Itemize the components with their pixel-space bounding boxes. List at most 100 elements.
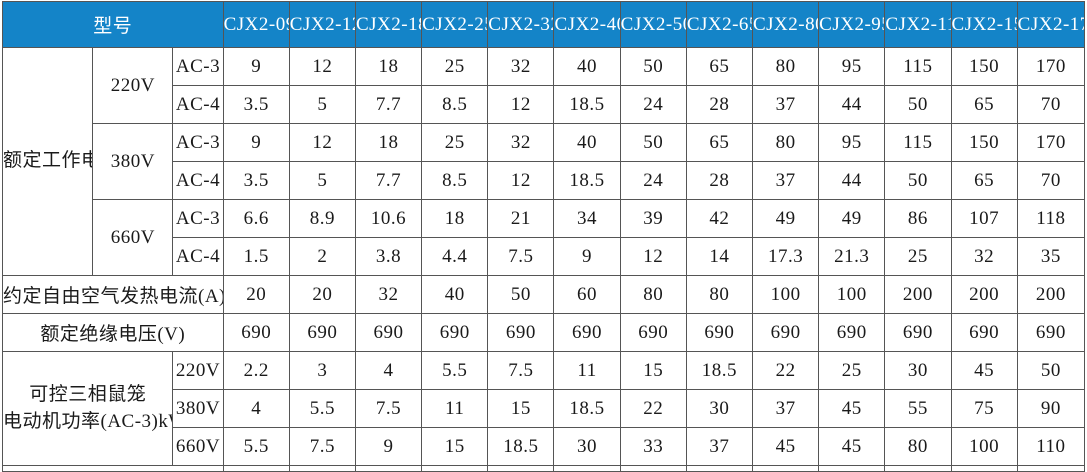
cell: 95 [818, 123, 886, 162]
cell: 7.5 [487, 351, 555, 390]
voltage-label-380v-current: 380V [92, 123, 174, 200]
cell: 150 [950, 123, 1018, 162]
cell: 12 [619, 237, 687, 276]
cell: 2 [288, 237, 356, 276]
cell: 7.5 [354, 389, 423, 428]
clipped-cell [950, 465, 1018, 472]
cell: 690 [288, 313, 356, 352]
cell: 110 [1016, 427, 1086, 466]
clipped-cell [818, 465, 886, 472]
header-model-11: CJX2-150 [950, 1, 1018, 48]
header-model-7: CJX2-65(Z) [685, 1, 753, 48]
motor-power-label-line1: 可控三相鼠笼 [29, 383, 147, 405]
cell: 150 [950, 47, 1018, 86]
voltage-label-220v-power: 220V [172, 351, 224, 390]
cell: 40 [421, 275, 489, 314]
cell: 170 [1016, 47, 1086, 86]
cell: 50 [487, 275, 555, 314]
cell: 49 [818, 199, 886, 238]
cell: 49 [751, 199, 820, 238]
cell: 107 [950, 199, 1018, 238]
cell: 37 [685, 427, 753, 466]
cell: 80 [884, 427, 952, 466]
cell: 9 [222, 47, 290, 86]
cell: 20 [288, 275, 356, 314]
cell: 18.5 [553, 161, 621, 200]
cell: 50 [1016, 351, 1086, 390]
cell: 80 [751, 123, 820, 162]
clipped-cell [288, 465, 356, 472]
cell: 18.5 [685, 351, 753, 390]
cell: 1.5 [222, 237, 290, 276]
cell: 39 [619, 199, 687, 238]
cell: 18.5 [487, 427, 555, 466]
clipped-label-cell [2, 465, 224, 472]
motor-power-label-line2: 电动机功率(AC-3)kW [3, 410, 173, 432]
table-row: 380V 4 5.5 7.5 11 15 18.5 22 30 37 45 55… [3, 389, 1086, 428]
ac-type-label-ac3: AC-3 [172, 47, 224, 86]
cell: 690 [619, 313, 687, 352]
cell: 100 [751, 275, 820, 314]
ac-type-label-ac4: AC-4 [172, 237, 224, 276]
cell: 690 [751, 313, 820, 352]
cell: 690 [685, 313, 753, 352]
table-row: 660V AC-3 6.6 8.9 10.6 18 21 34 39 42 49… [3, 199, 1086, 276]
cell: 12 [288, 47, 356, 86]
table-row: AC-4 3.5 5 7.7 8.5 12 18.5 24 28 37 44 5… [3, 85, 1086, 124]
clipped-cell [884, 465, 952, 472]
cell: 22 [619, 389, 687, 428]
cell: 15 [487, 389, 555, 428]
cell: 30 [685, 389, 753, 428]
cell: 25 [884, 237, 952, 276]
table-row-clipped [2, 465, 1086, 472]
cell: 25 [421, 47, 489, 86]
cell: 40 [553, 123, 621, 162]
table-row: 约定自由空气发热电流(A) 20 20 32 40 50 60 80 80 10… [2, 275, 1086, 314]
cell: 8.9 [288, 199, 356, 238]
ac-type-label-ac4: AC-4 [172, 161, 224, 200]
header-model-3: CJX2-25(Z) [421, 1, 489, 48]
cell: 200 [1016, 275, 1086, 314]
header-model-4: CJX2-32(Z) [487, 1, 555, 48]
cell: 6.6 [222, 199, 290, 238]
voltage-label-660v-power: 660V [172, 427, 224, 466]
cell: 80 [685, 275, 753, 314]
cell: 86 [884, 199, 952, 238]
row-label-thermal-current: 约定自由空气发热电流(A) [2, 275, 224, 314]
cell: 80 [751, 47, 820, 86]
cell: 17.3 [751, 237, 820, 276]
clipped-cell [487, 465, 555, 472]
cell: 18 [421, 199, 489, 238]
cell: 12 [288, 123, 356, 162]
cell: 80 [619, 275, 687, 314]
ac-type-label-ac4: AC-4 [172, 85, 224, 124]
clipped-cell [354, 465, 423, 472]
cell: 21.3 [818, 237, 886, 276]
cell: 37 [751, 161, 820, 200]
cell: 9 [354, 427, 423, 466]
clipped-cell [619, 465, 687, 472]
cell: 70 [1016, 85, 1086, 124]
header-model-1: CJX2-12(Z) [288, 1, 356, 48]
cell: 8.5 [421, 161, 489, 200]
cell: 32 [354, 275, 423, 314]
cell: 30 [884, 351, 952, 390]
cell: 37 [751, 389, 820, 428]
cell: 690 [487, 313, 555, 352]
cell: 95 [818, 47, 886, 86]
cell: 32 [950, 237, 1018, 276]
cell: 45 [818, 427, 886, 466]
cell: 5 [288, 85, 356, 124]
cell: 4.4 [421, 237, 489, 276]
cell: 45 [950, 351, 1018, 390]
clipped-cell [685, 465, 753, 472]
header-model-8: CJX2-80(Z) [751, 1, 820, 48]
cell: 24 [619, 161, 687, 200]
cell: 44 [818, 161, 886, 200]
cell: 55 [884, 389, 952, 428]
cell: 690 [950, 313, 1018, 352]
cell: 690 [354, 313, 423, 352]
cell: 65 [950, 85, 1018, 124]
cell: 65 [685, 123, 753, 162]
